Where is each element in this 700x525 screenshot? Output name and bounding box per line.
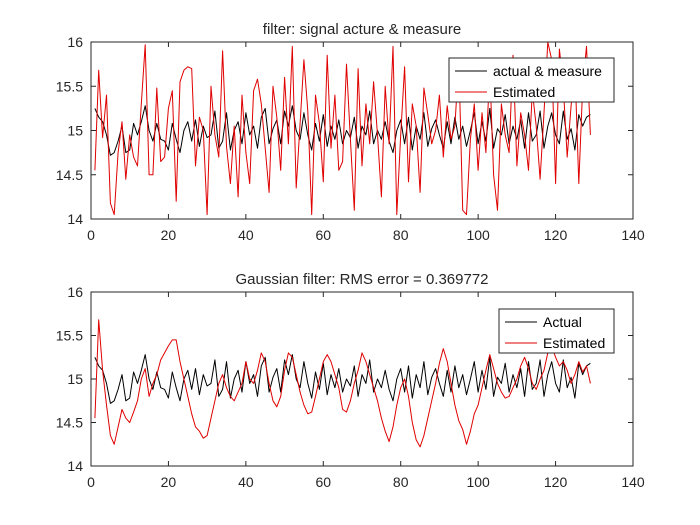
legend: Actual Estimated	[498, 308, 615, 354]
series-line-actual-measure	[94, 105, 591, 156]
series-group	[94, 319, 591, 448]
x-tick-label: 120	[544, 474, 568, 490]
x-tick-label: 80	[393, 227, 409, 243]
x-tick-label: 100	[466, 474, 490, 490]
legend: actual & measure Estimated	[448, 57, 615, 103]
series-group	[94, 42, 591, 216]
y-tick-label: 15	[67, 371, 83, 387]
x-tick-label: 0	[87, 227, 95, 243]
chart-title: Gaussian filter: RMS error = 0.369772	[235, 271, 488, 288]
x-tick-label: 20	[161, 227, 177, 243]
x-tick-label: 120	[544, 227, 568, 243]
y-tick-label: 15.5	[56, 328, 83, 344]
legend-box	[448, 57, 615, 103]
y-tick-label: 14.5	[56, 167, 83, 183]
x-tick-label: 60	[315, 227, 331, 243]
y-tick-label: 15	[67, 123, 83, 139]
x-tick-label: 100	[466, 227, 490, 243]
x-tick-label: 40	[238, 474, 254, 490]
x-tick-label: 0	[87, 474, 95, 490]
legend-box	[498, 308, 615, 354]
x-tick-label: 60	[315, 474, 331, 490]
x-tick-label: 140	[621, 227, 645, 243]
legend-label: Estimated	[543, 335, 605, 351]
y-tick-label: 16	[67, 34, 83, 50]
x-tick-label: 20	[161, 474, 177, 490]
legend-label: Estimated	[493, 84, 555, 100]
x-tick-label: 40	[238, 227, 254, 243]
chart-2: 0 20 40 60 80 100 120 140 14 14.5 15 15.5 16 Gaussian…	[56, 271, 645, 490]
series-line-estimated	[94, 42, 591, 216]
chart-title: filter: signal acture & measure	[263, 21, 461, 38]
y-tick-label: 16	[67, 284, 83, 300]
x-tick-label: 140	[621, 474, 645, 490]
series-line-estimated	[94, 319, 591, 448]
series-line-actual	[94, 354, 591, 404]
y-tick-label: 14	[67, 211, 83, 227]
y-tick-label: 14	[67, 458, 83, 474]
legend-label: Actual	[543, 314, 582, 330]
chart-1: 0 20 40 60 80 100 120 140 14 14.5 15 15.5 16 filter: …	[56, 21, 645, 243]
x-tick-label: 80	[393, 474, 409, 490]
y-tick-label: 15.5	[56, 78, 83, 94]
y-tick-label: 14.5	[56, 415, 83, 431]
legend-label: actual & measure	[493, 63, 602, 79]
